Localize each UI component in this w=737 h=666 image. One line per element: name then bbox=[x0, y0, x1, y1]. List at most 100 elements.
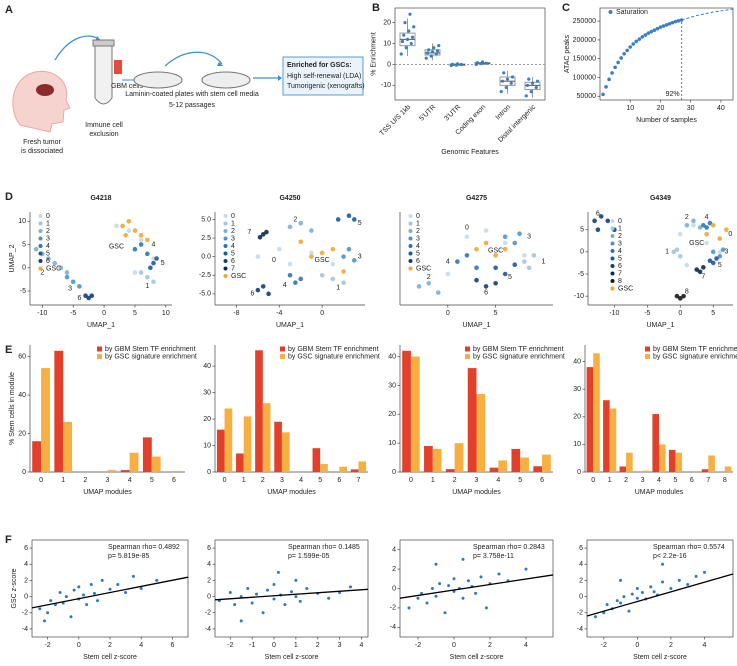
point bbox=[255, 254, 261, 259]
legend-label: 3 bbox=[231, 235, 235, 242]
y-tick-label: 2 bbox=[207, 577, 211, 584]
legend-label: 3 bbox=[46, 235, 50, 242]
point bbox=[151, 260, 156, 266]
x-tick-label: -2 bbox=[44, 642, 50, 649]
x-tick-label: 2 bbox=[316, 642, 320, 649]
x-tick-label: 5 bbox=[494, 310, 498, 317]
x-tick-label: 0 bbox=[102, 310, 106, 317]
y-tick-label: 0 bbox=[24, 593, 28, 600]
point bbox=[592, 218, 597, 224]
cluster-label: 1 bbox=[541, 258, 545, 265]
bar bbox=[708, 455, 715, 472]
x-tick-label: 5 bbox=[518, 477, 522, 484]
point bbox=[293, 280, 298, 285]
y-tick-label: -4 bbox=[22, 626, 28, 633]
point bbox=[702, 570, 706, 574]
y-tick-label: 2 bbox=[579, 577, 583, 584]
bar bbox=[533, 466, 543, 472]
point bbox=[522, 253, 527, 258]
point bbox=[459, 62, 463, 67]
panel-a: A Fresh tumor is dissociated Immune cell… bbox=[5, 4, 365, 155]
y-tick-label: 0 bbox=[580, 249, 584, 256]
point bbox=[691, 218, 696, 224]
bar bbox=[489, 467, 499, 472]
point bbox=[408, 12, 412, 16]
point bbox=[402, 33, 406, 37]
point bbox=[613, 65, 617, 70]
point bbox=[674, 247, 680, 252]
point bbox=[416, 596, 420, 600]
y-tick-label: 2.5 bbox=[201, 235, 211, 242]
point bbox=[637, 37, 642, 41]
bar bbox=[410, 356, 420, 472]
y-tick-label: 5 bbox=[22, 241, 26, 248]
bar bbox=[652, 414, 659, 472]
legend-label: 4 bbox=[416, 243, 420, 250]
point bbox=[686, 582, 690, 586]
point bbox=[294, 595, 298, 599]
legend-marker bbox=[38, 266, 43, 271]
point bbox=[438, 582, 442, 586]
legend-label: 0 bbox=[416, 213, 420, 220]
point bbox=[505, 77, 510, 81]
point bbox=[694, 574, 698, 578]
point bbox=[58, 591, 62, 595]
point bbox=[714, 256, 719, 261]
annotation: Spearman rho= 0.2843 bbox=[473, 544, 545, 551]
point bbox=[677, 253, 683, 259]
point bbox=[704, 231, 709, 237]
panel-label: A bbox=[5, 4, 13, 16]
point bbox=[341, 254, 346, 259]
point bbox=[661, 24, 666, 28]
panel-label: B bbox=[372, 2, 380, 14]
point bbox=[616, 60, 620, 65]
bar bbox=[142, 437, 152, 472]
legend-marker bbox=[223, 236, 228, 241]
y-tick-label: 10 bbox=[18, 218, 26, 225]
bar bbox=[262, 403, 271, 472]
point bbox=[480, 60, 485, 64]
panel-label: E bbox=[5, 344, 12, 356]
y-tick-label: -2 bbox=[577, 610, 583, 617]
legend-marker bbox=[38, 214, 43, 218]
point bbox=[669, 587, 673, 590]
x-tick-label: 5 bbox=[318, 477, 322, 484]
point bbox=[327, 596, 331, 600]
point bbox=[124, 591, 128, 595]
label: exclusion bbox=[89, 131, 118, 138]
legend-marker bbox=[408, 229, 413, 233]
point bbox=[704, 240, 709, 246]
point bbox=[294, 578, 298, 582]
legend-label: 4 bbox=[618, 248, 622, 255]
point bbox=[525, 83, 530, 87]
legend-swatch bbox=[465, 354, 470, 359]
y-tick-label: 30 bbox=[203, 389, 211, 396]
point bbox=[33, 246, 39, 252]
cluster-label: 0 bbox=[465, 224, 469, 231]
y-tick-label: 0 bbox=[22, 265, 26, 272]
x-tick-label: 0 bbox=[272, 642, 276, 649]
y-tick-label: 4 bbox=[392, 547, 396, 554]
point bbox=[622, 595, 626, 599]
frame bbox=[599, 7, 734, 101]
legend-marker bbox=[608, 10, 613, 14]
x-tick-label: 0 bbox=[635, 642, 639, 649]
y-tick-label: 10 bbox=[388, 440, 396, 447]
y-tick-label: 20 bbox=[383, 19, 391, 26]
cluster-label: 7 bbox=[701, 274, 705, 281]
legend-label: 4 bbox=[46, 243, 50, 250]
x-tick-label: -8 bbox=[233, 310, 239, 317]
legend-marker bbox=[408, 259, 413, 263]
point bbox=[677, 231, 683, 237]
legend-marker bbox=[38, 251, 43, 256]
point bbox=[710, 260, 716, 266]
point bbox=[52, 260, 57, 266]
point bbox=[655, 26, 660, 31]
point bbox=[305, 587, 309, 590]
y-tick-label: -2.5 bbox=[199, 272, 211, 279]
point bbox=[502, 240, 508, 246]
point bbox=[484, 606, 488, 610]
bar bbox=[274, 421, 282, 472]
x-tick-label: -2 bbox=[415, 642, 421, 649]
y-tick-label: 20 bbox=[203, 416, 211, 423]
